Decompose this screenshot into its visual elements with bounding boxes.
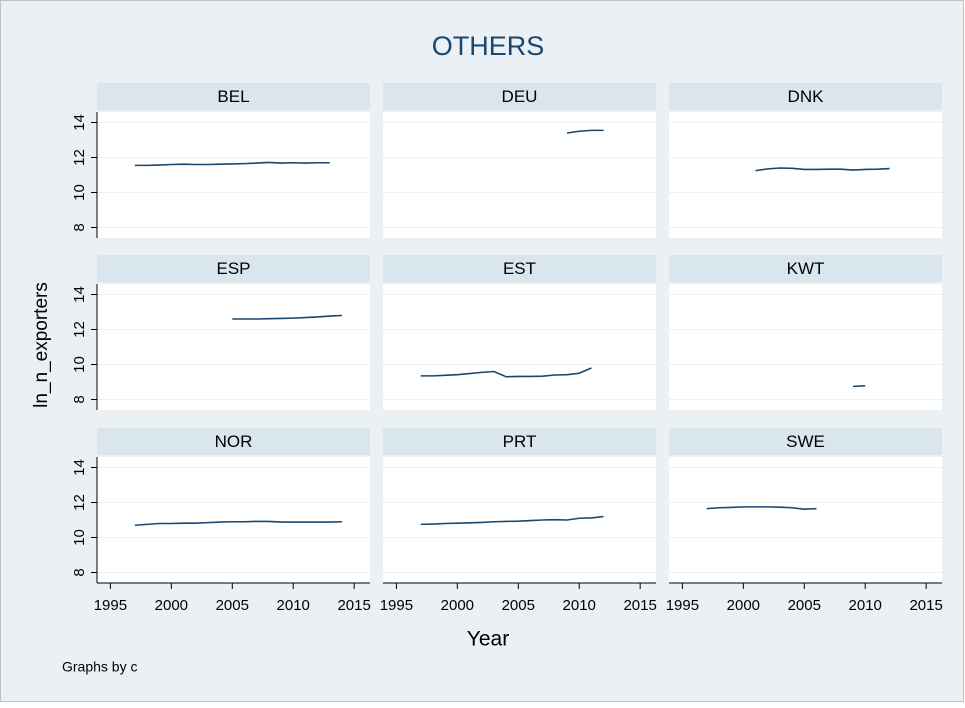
series-line: [420, 515, 604, 526]
plot-area: [383, 284, 656, 410]
panel-title: DNK: [788, 87, 825, 106]
x-tick-label: 1995: [380, 597, 413, 614]
x-tick-label: 2015: [337, 597, 370, 614]
panel-title: BEL: [217, 87, 249, 106]
y-tick-label: 10: [71, 184, 88, 201]
plot-area: [669, 112, 942, 238]
x-tick-label: 1995: [666, 597, 699, 614]
plot-area: [669, 284, 942, 410]
plot-area: [669, 457, 942, 583]
y-tick-label: 14: [71, 286, 88, 303]
y-axis-label: ln_n_exporters: [31, 282, 52, 408]
y-tick-label: 10: [71, 356, 88, 373]
panel-header: [97, 428, 370, 455]
panel-header: [383, 428, 656, 455]
y-tick-label: 14: [71, 114, 88, 131]
x-tick-label: 2010: [277, 597, 310, 614]
y-tick-label: 12: [71, 321, 88, 338]
plot-area: [97, 457, 370, 583]
y-tick-label: 14: [71, 459, 88, 476]
x-tick-label: 2015: [909, 597, 942, 614]
series-line: [706, 506, 817, 510]
y-tick-label: 8: [71, 568, 88, 576]
x-tick-label: 2010: [849, 597, 882, 614]
x-axis-label: Year: [467, 628, 509, 651]
panel-header: [383, 83, 656, 110]
y-tick-label: 8: [71, 395, 88, 403]
note: Graphs by c: [62, 659, 137, 675]
series-line: [755, 167, 890, 172]
panel-header: [97, 83, 370, 110]
panel-title: SWE: [786, 432, 825, 451]
x-tick-label: 2015: [623, 597, 656, 614]
panel-title: DEU: [502, 87, 538, 106]
y-tick-label: 12: [71, 494, 88, 511]
x-tick-label: 2010: [563, 597, 596, 614]
panel-header: [383, 255, 656, 282]
panel-title: EST: [503, 259, 536, 278]
x-tick-label: 2000: [727, 597, 760, 614]
x-tick-label: 2000: [441, 597, 474, 614]
x-tick-label: 1995: [94, 597, 127, 614]
series-line: [134, 520, 342, 527]
y-tick-label: 12: [71, 149, 88, 166]
panel-header: [669, 83, 942, 110]
panel-header: [669, 428, 942, 455]
series-line: [232, 314, 343, 320]
y-tick-label: 8: [71, 223, 88, 231]
panel-header: [97, 255, 370, 282]
series-line: [134, 161, 330, 167]
plot-area: [383, 457, 656, 583]
x-tick-label: 2005: [788, 597, 821, 614]
plot-area: [97, 112, 370, 238]
series-line: [566, 129, 604, 134]
x-tick-label: 2000: [155, 597, 188, 614]
chart-title: OTHERS: [432, 31, 545, 61]
x-tick-label: 2005: [216, 597, 249, 614]
panel-header: [669, 255, 942, 282]
panel-title: NOR: [215, 432, 253, 451]
plot-area: [97, 284, 370, 410]
panel-title: ESP: [216, 259, 250, 278]
plot-area: [383, 112, 656, 238]
y-tick-label: 10: [71, 529, 88, 546]
series-line: [420, 367, 592, 378]
panel-title: KWT: [787, 259, 825, 278]
series-line: [852, 385, 866, 388]
panel-title: PRT: [503, 432, 537, 451]
x-tick-label: 2005: [502, 597, 535, 614]
